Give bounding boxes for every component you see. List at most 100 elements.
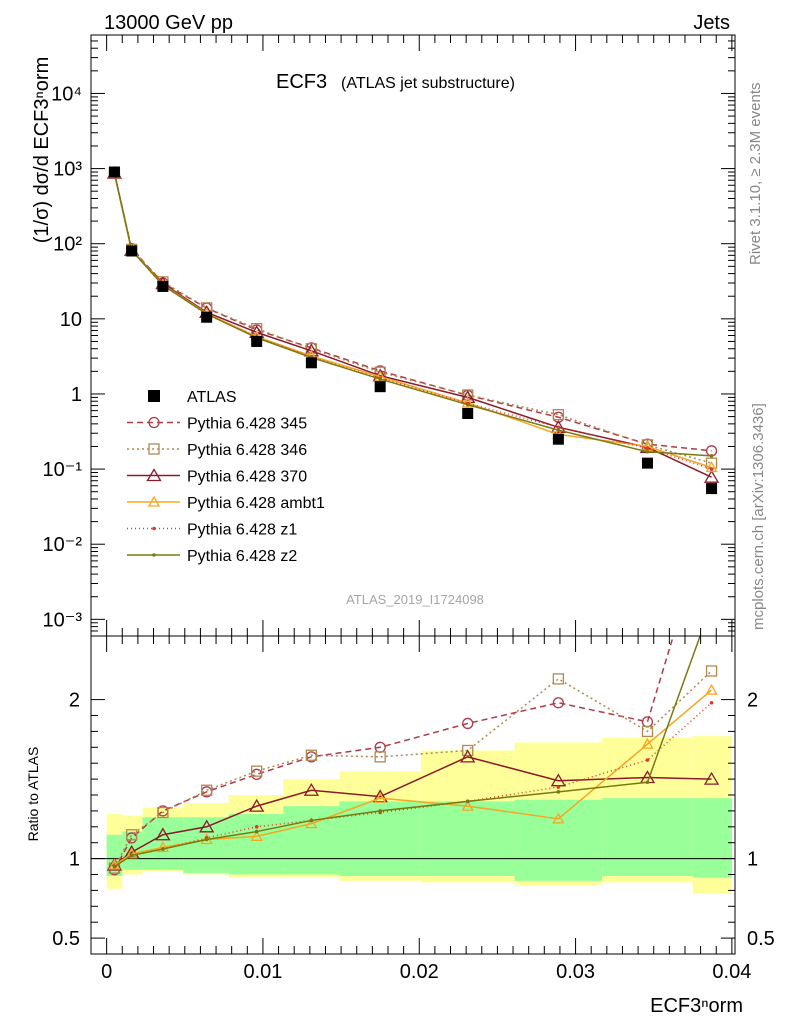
rivet-version-label: Rivet 3.1.10, ≥ 2.3M events <box>747 83 764 266</box>
atlas-data-point <box>201 311 213 323</box>
ratio-axis-ticks: 0 0.01 0.02 0.03 0.04 0.5 0.5 1 1 2 2 <box>52 636 775 983</box>
ratio-series-point <box>303 782 320 796</box>
ratio-series-point <box>201 784 213 796</box>
legend-marker <box>152 553 156 557</box>
legend: ATLAS Pythia 6.428 345 Pythia 6.428 346 Pyt… <box>127 389 325 565</box>
ratio-series-point <box>645 780 650 785</box>
legend-label: Pythia 6.428 345 <box>187 416 307 433</box>
legend-label: Pythia 6.428 346 <box>187 442 307 459</box>
main-y-tick-label: 10 <box>60 309 82 331</box>
main-series-point <box>645 449 650 454</box>
ratio-series-point <box>305 817 318 829</box>
main-series-point <box>462 389 474 401</box>
ratio-series-point <box>465 799 470 804</box>
legend-marker <box>147 495 161 507</box>
atlas-data-point <box>641 457 653 469</box>
ratio-series-point <box>204 837 209 842</box>
x-tick-label: 0.04 <box>712 961 751 983</box>
atlas-data-point <box>251 335 263 347</box>
ratio-y-tick-label: 1 <box>69 849 80 871</box>
main-series-point <box>556 425 561 430</box>
ratio-series-point <box>305 749 318 761</box>
main-series-point <box>709 454 714 458</box>
ratio-series-point <box>161 847 165 851</box>
main-y-tick-label: 10³ <box>53 159 82 181</box>
ratio-series-point <box>705 665 718 677</box>
ratio-series-line <box>114 756 712 866</box>
analysis-watermark: ATLAS_2019_I1724098 <box>346 592 484 607</box>
ratio-series-line <box>114 702 713 868</box>
main-series-point <box>645 446 650 450</box>
x-tick-label: 0.02 <box>400 961 439 983</box>
main-series-point <box>465 402 470 407</box>
ratio-series-line <box>113 670 713 869</box>
ratio-series-point <box>157 806 169 819</box>
atlas-data-point <box>374 381 386 393</box>
ratio-series-point <box>641 725 654 738</box>
main-y-axis-label: (1/σ) dσ/d ECF3ⁿorm <box>31 57 53 243</box>
ratio-series-line <box>114 689 713 866</box>
main-series-point <box>251 323 263 335</box>
ratio-series-point <box>641 737 654 749</box>
ratio-series-point <box>552 812 565 824</box>
ratio-series-point <box>199 819 215 833</box>
legend-label: Pythia 6.428 z2 <box>187 548 297 565</box>
main-series-point <box>703 469 720 483</box>
main-y-tick-label: 10⁻³ <box>43 609 83 631</box>
ratio-series-line <box>113 636 675 871</box>
legend-marker <box>146 468 162 482</box>
main-series-line <box>113 172 712 464</box>
atlas-data-point <box>706 483 718 495</box>
atlas-data-point <box>462 407 474 419</box>
ratio-series-point <box>552 673 565 685</box>
ratio-band-inner <box>228 814 284 875</box>
ratio-series-point <box>378 809 382 813</box>
atlas-data-point <box>552 433 564 445</box>
ratio-series-point <box>703 771 720 785</box>
ratio-y-axis-label: Ratio to ATLAS <box>25 747 41 842</box>
ratio-y-tick-label-right: 1 <box>747 849 758 871</box>
atlas-data-point <box>157 280 169 292</box>
header-left: 13000 GeV pp <box>104 12 233 34</box>
x-tick-label: 0.03 <box>556 961 595 983</box>
main-series-point <box>552 409 565 421</box>
ratio-y-tick-label-right: 0.5 <box>747 928 775 950</box>
ratio-series-point <box>251 768 263 780</box>
legend-marker-atlas <box>148 390 160 402</box>
legend-label: ATLAS <box>187 389 237 406</box>
legend-label: Pythia 6.428 ambt1 <box>187 495 325 512</box>
main-series-point <box>461 396 474 408</box>
ratio-series-point <box>125 847 138 859</box>
main-series-point <box>556 428 561 432</box>
mcplots-reference-label: mcplots.cern.ch [arXiv:1306.3436] <box>750 403 767 630</box>
ratio-band-inner <box>692 798 732 878</box>
main-series-point <box>705 461 718 473</box>
ratio-series-point <box>254 829 259 834</box>
legend-marker <box>148 443 160 455</box>
main-y-tick-label: 10⁻¹ <box>43 459 83 481</box>
legend-label: Pythia 6.428 z1 <box>187 522 297 539</box>
main-y-tick-label: 1 <box>71 384 82 406</box>
ratio-series-point <box>112 864 117 869</box>
main-plot: 10⁻³ 10⁻² 10⁻¹ 1 10 10² 10³ 10⁴ <box>43 34 736 637</box>
main-y-tick-label: 10² <box>53 234 82 256</box>
main-series-point <box>709 467 714 471</box>
ratio-series-point <box>129 853 134 858</box>
main-data-layer <box>106 165 720 495</box>
ratio-band-inner <box>183 817 229 873</box>
ratio-series-point <box>556 785 561 789</box>
chart-subtitle: (ATLAS jet substructure) <box>341 75 515 92</box>
main-axis-ticks: 10⁻³ 10⁻² 10⁻¹ 1 10 10² 10³ 10⁴ <box>43 34 735 637</box>
atlas-data-point <box>108 166 120 178</box>
chart-title: ECF3 <box>276 71 327 93</box>
header-right: Jets <box>693 12 730 34</box>
x-tick-label: 0.01 <box>243 961 282 983</box>
main-frame <box>90 34 736 637</box>
ratio-series-point <box>155 827 171 841</box>
x-tick-label: 0 <box>101 961 112 983</box>
main-y-tick-label: 10⁻² <box>43 534 83 556</box>
ratio-series-point <box>709 700 714 705</box>
ratio-series-point <box>460 749 476 763</box>
main-y-tick-label: 10⁴ <box>51 83 82 105</box>
legend-marker <box>152 526 156 531</box>
